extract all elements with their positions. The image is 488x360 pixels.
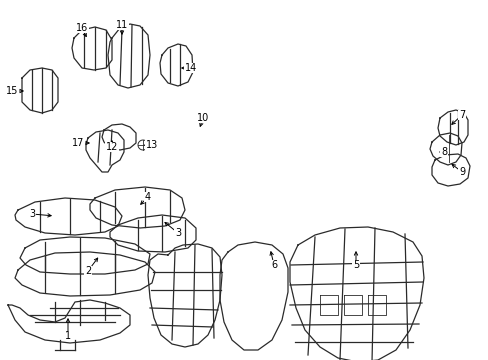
Polygon shape xyxy=(319,295,337,315)
Polygon shape xyxy=(102,124,136,150)
Text: 5: 5 xyxy=(352,260,358,270)
Polygon shape xyxy=(431,154,469,186)
Text: 11: 11 xyxy=(116,20,128,30)
Text: 7: 7 xyxy=(458,110,464,120)
Text: 14: 14 xyxy=(184,63,197,73)
Text: 9: 9 xyxy=(458,167,464,177)
Polygon shape xyxy=(148,244,222,347)
Polygon shape xyxy=(8,300,130,343)
Text: 2: 2 xyxy=(85,266,91,276)
Text: 12: 12 xyxy=(105,142,118,152)
Text: 16: 16 xyxy=(76,23,88,33)
Text: 13: 13 xyxy=(145,140,158,150)
Polygon shape xyxy=(15,198,122,235)
Text: 15: 15 xyxy=(6,86,18,96)
Polygon shape xyxy=(72,27,112,70)
Polygon shape xyxy=(289,227,423,360)
Text: 6: 6 xyxy=(270,260,277,270)
Text: 3: 3 xyxy=(29,209,35,219)
Text: 10: 10 xyxy=(197,113,209,123)
Text: 1: 1 xyxy=(65,331,71,341)
Polygon shape xyxy=(22,68,58,113)
Polygon shape xyxy=(343,295,361,315)
Polygon shape xyxy=(15,252,155,296)
Polygon shape xyxy=(429,133,461,165)
Text: 3: 3 xyxy=(175,228,181,238)
Polygon shape xyxy=(20,237,150,274)
Polygon shape xyxy=(110,215,196,252)
Polygon shape xyxy=(86,130,124,172)
Polygon shape xyxy=(160,44,193,86)
Polygon shape xyxy=(90,187,184,228)
Text: 17: 17 xyxy=(72,138,84,148)
Polygon shape xyxy=(367,295,385,315)
Polygon shape xyxy=(108,24,150,88)
Text: 4: 4 xyxy=(144,192,151,202)
Polygon shape xyxy=(220,242,287,350)
Text: 8: 8 xyxy=(440,147,446,157)
Polygon shape xyxy=(437,110,467,145)
